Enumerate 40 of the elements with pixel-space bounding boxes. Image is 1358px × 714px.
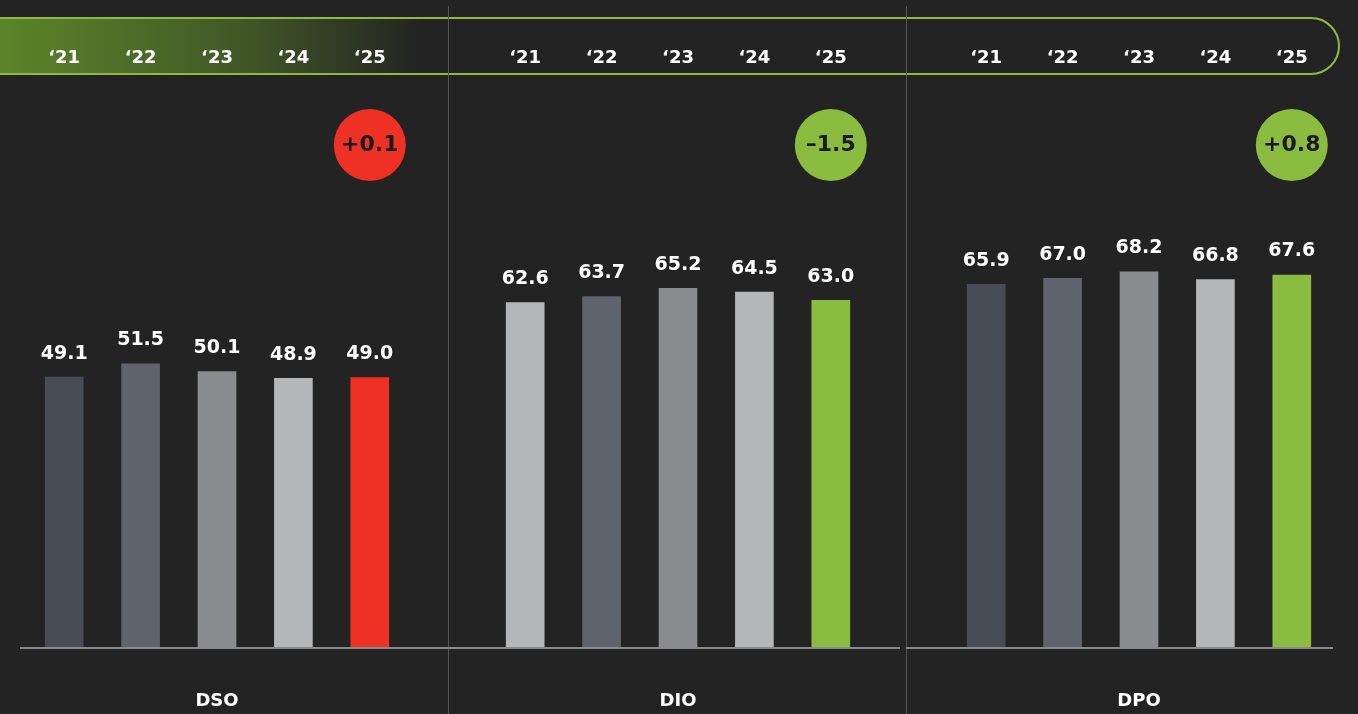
x-tick-label: ‘22	[585, 46, 618, 68]
x-tick-label: ‘21	[509, 46, 542, 68]
bar	[274, 377, 313, 648]
x-tick-label: ‘21	[48, 46, 81, 68]
data-label: 67.6	[1268, 238, 1316, 261]
x-tick-label: ‘23	[201, 46, 233, 68]
data-label: 63.0	[807, 263, 855, 286]
data-label: 67.0	[1039, 241, 1087, 264]
text: –1.5	[805, 130, 856, 156]
x-tick-label: ‘25	[353, 46, 386, 68]
data-label: 65.2	[654, 251, 702, 274]
data-label: 66.8	[1191, 242, 1239, 265]
data-label: 48.9	[269, 341, 317, 364]
data-label: 51.5	[117, 327, 165, 350]
data-label: 64.5	[730, 255, 778, 278]
x-tick-label: ‘25	[814, 46, 847, 68]
text: +0.1	[341, 130, 399, 156]
x-tick-label: ‘23	[1123, 46, 1155, 68]
x-tick-label: ‘24	[738, 46, 771, 68]
x-tick-label: ‘23	[662, 46, 694, 68]
bar	[350, 377, 390, 648]
x-axis-title: DIO	[659, 688, 697, 710]
x-tick-label: ‘22	[1046, 46, 1079, 68]
bar	[121, 363, 160, 648]
data-label: 49.1	[40, 340, 88, 363]
data-label: 49.0	[346, 341, 394, 364]
data-label: 50.1	[193, 335, 241, 358]
x-axis-title: DSO	[195, 688, 239, 710]
text: +0.8	[1263, 130, 1321, 156]
x-tick-label: ‘22	[124, 46, 157, 68]
data-label: 62.6	[501, 266, 549, 289]
x-tick-label: ‘21	[970, 46, 1003, 68]
data-label: 68.2	[1115, 235, 1163, 258]
bar	[44, 376, 84, 648]
x-tick-label: ‘24	[1199, 46, 1232, 68]
x-tick-label: ‘24	[277, 46, 310, 68]
data-label: 65.9	[962, 247, 1010, 270]
x-axis-title: DPO	[1117, 688, 1161, 710]
x-tick-label: ‘25	[1275, 46, 1308, 68]
data-label: 63.7	[578, 260, 626, 282]
